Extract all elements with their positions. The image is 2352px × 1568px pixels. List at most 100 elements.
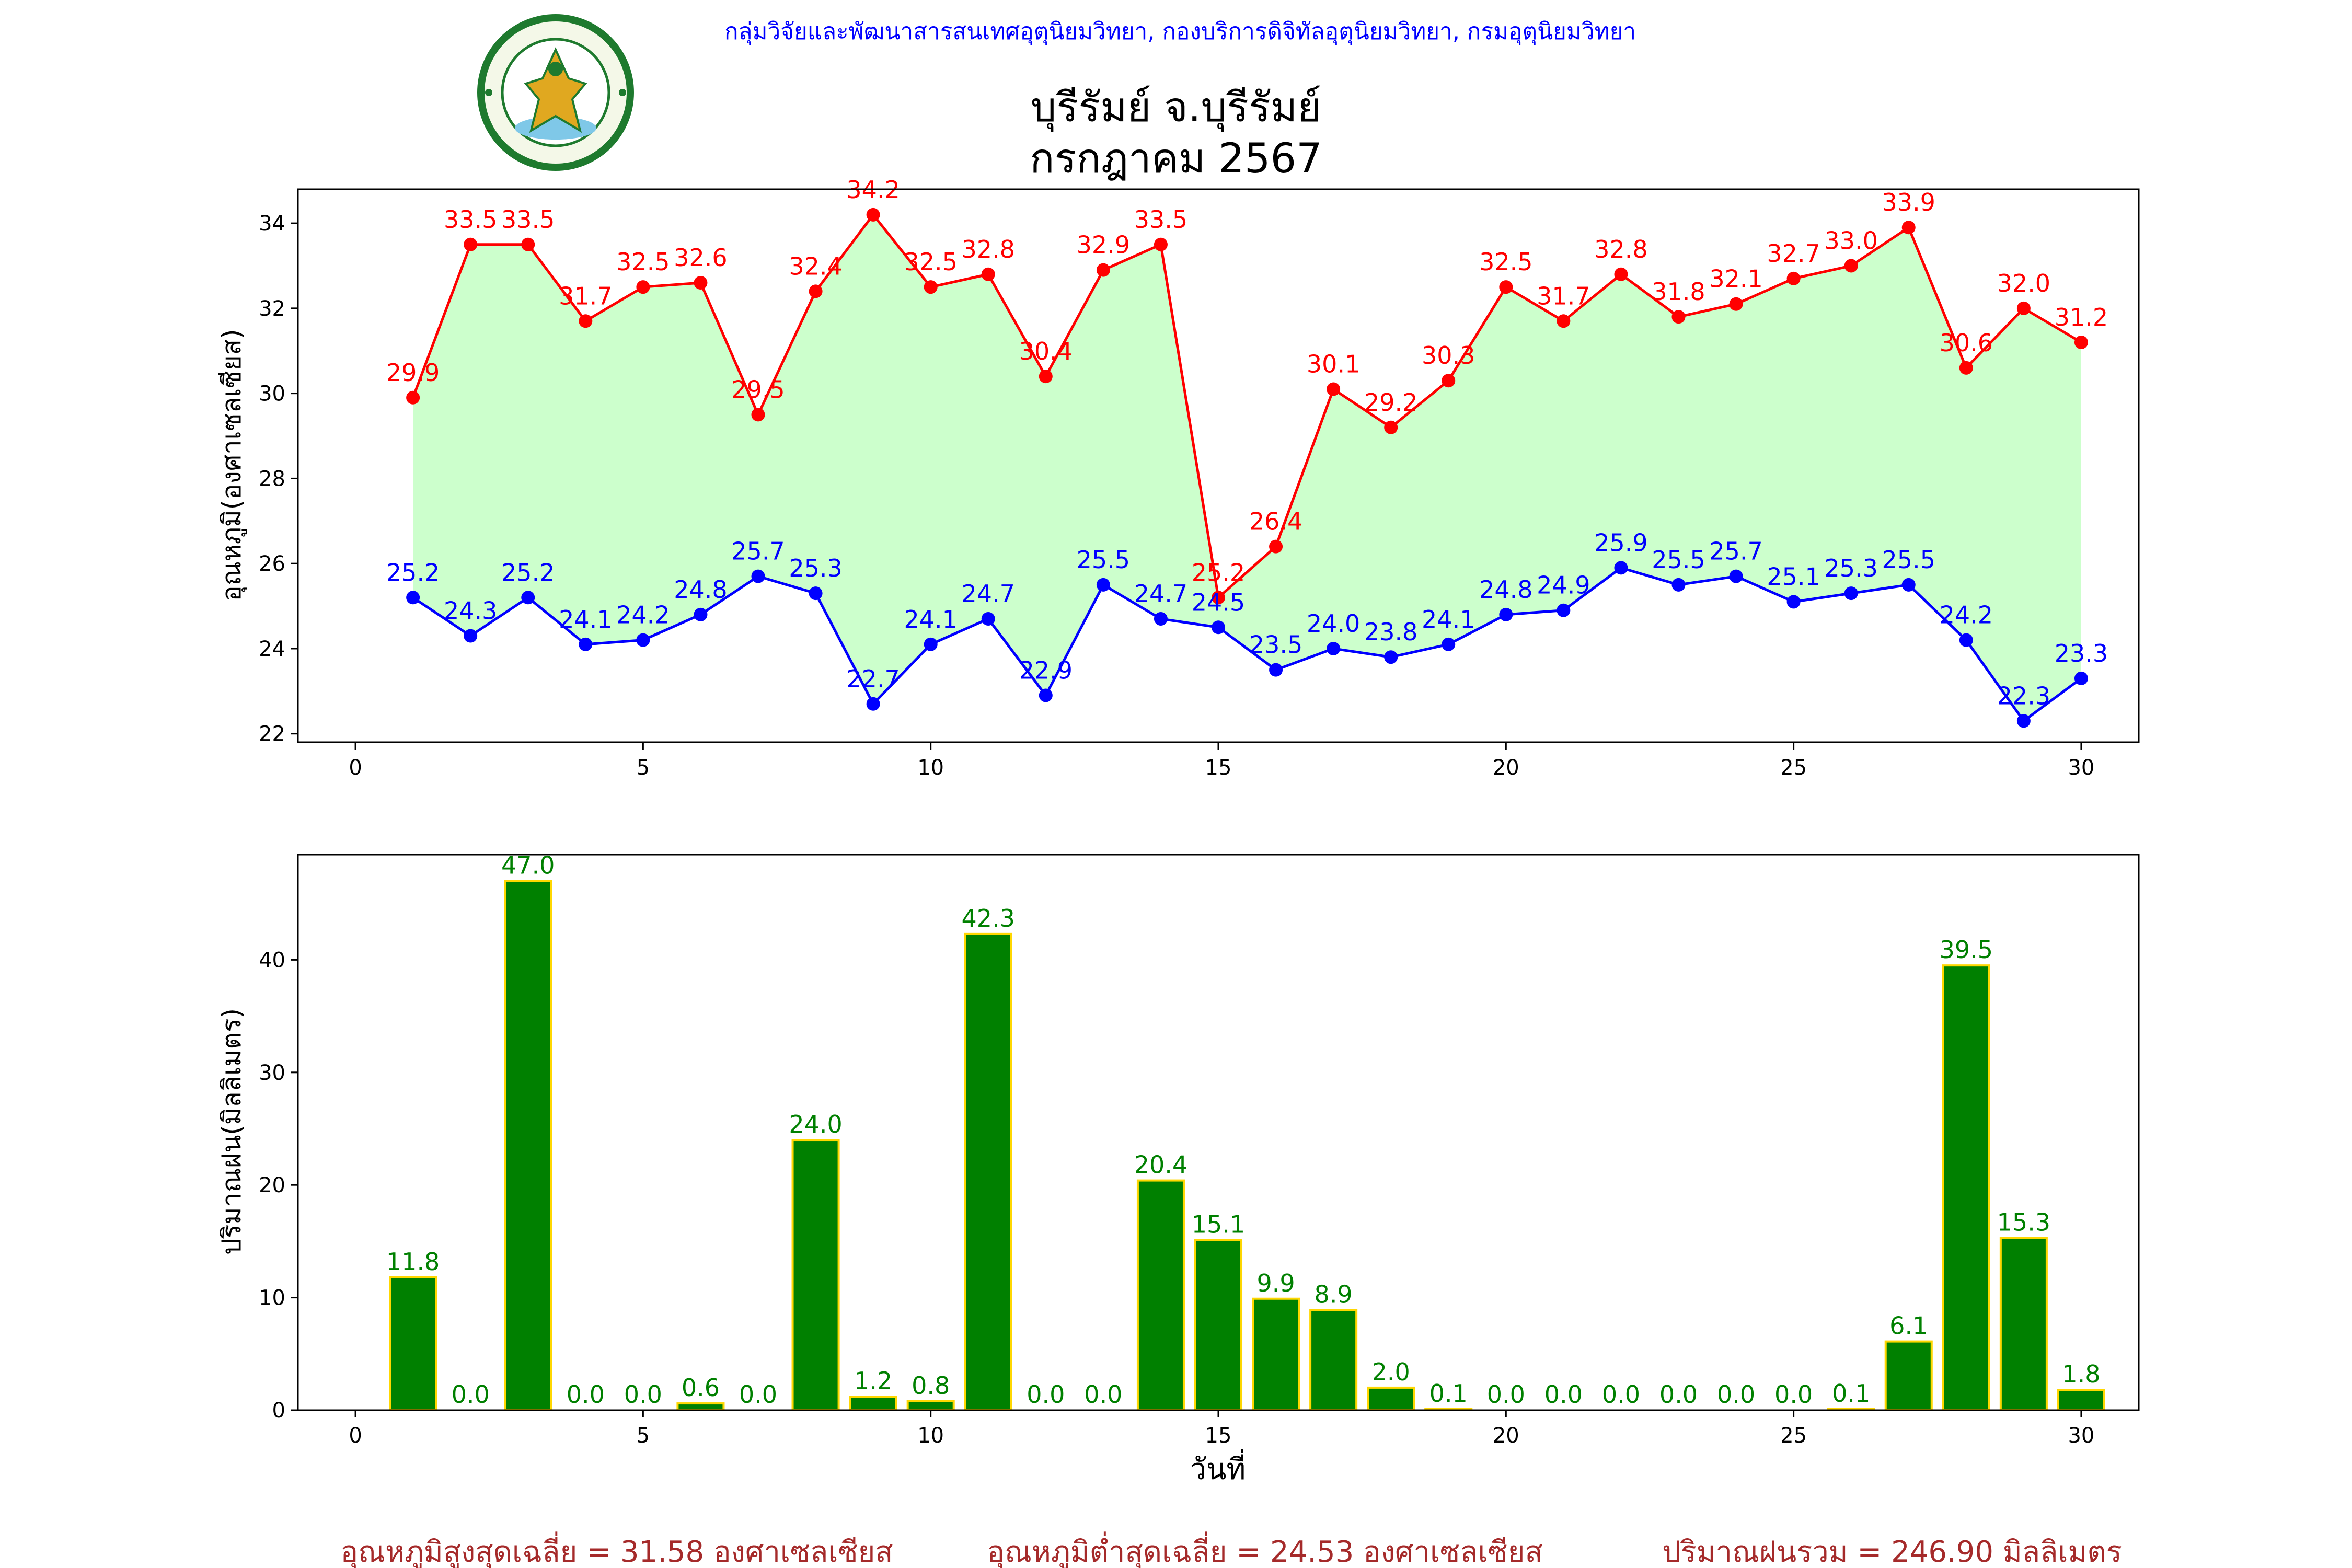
max-temperature-point — [1327, 382, 1341, 396]
rainfall-x-tick-label: 10 — [917, 1424, 944, 1448]
min-temperature-point — [1327, 641, 1341, 655]
min-temperature-point — [809, 586, 823, 601]
temperature-y-tick-label: 28 — [259, 467, 285, 491]
min-temperature-point — [464, 629, 478, 643]
max-temperature-label: 31.8 — [1652, 278, 1705, 306]
rainfall-bar — [1136, 1179, 1185, 1411]
max-temperature-point — [924, 280, 938, 294]
total-rainfall: ปริมาณฝนรวม = 246.90 มิลลิเมตร — [1662, 1535, 2122, 1568]
rainfall-label: 20.4 — [1134, 1151, 1187, 1179]
min-temperature-point — [1844, 586, 1858, 601]
max-temperature-point — [1269, 539, 1283, 554]
max-temperature-label: 32.5 — [616, 248, 670, 276]
max-temperature-point — [1671, 310, 1686, 324]
rainfall-bar — [2057, 1389, 2105, 1412]
average-min-temperature: อุณหภูมิต่ำสุดเฉลี่ย = 24.53 องศาเซลเซีย… — [987, 1531, 1542, 1568]
rainfall-label: 0.0 — [624, 1380, 662, 1409]
min-temperature-point — [1729, 569, 1743, 583]
max-temperature-point — [2016, 301, 2031, 315]
max-temperature-point — [1442, 374, 1456, 388]
max-temperature-point — [1959, 361, 1973, 375]
rainfall-label: 15.3 — [1997, 1208, 2050, 1236]
temperature-range-band — [413, 214, 2081, 721]
max-temperature-point — [1786, 271, 1801, 285]
max-temperature-point — [521, 237, 535, 251]
min-temperature-point — [1384, 650, 1398, 664]
rainfall-label: 15.1 — [1192, 1210, 1245, 1239]
max-temperature-point — [1557, 314, 1571, 328]
rainfall-x-tick-label: 20 — [1493, 1424, 1519, 1448]
min-temperature-label: 24.1 — [559, 605, 612, 633]
min-temperature-point — [2074, 671, 2088, 685]
rainfall-bar — [1942, 964, 1990, 1411]
min-temperature-label: 25.7 — [731, 537, 785, 566]
temperature-y-tick-label: 32 — [259, 297, 285, 321]
max-temperature-point — [1212, 591, 1225, 605]
rainfall-y-tick-label: 0 — [272, 1399, 285, 1423]
rainfall-label: 0.0 — [1602, 1380, 1640, 1409]
temperature-x-tick-label: 15 — [1205, 756, 1232, 780]
rainfall-label: 0.0 — [1717, 1380, 1755, 1409]
max-temperature-label: 33.5 — [1134, 205, 1187, 234]
max-temperature-point — [1154, 237, 1168, 251]
rainfall-label: 0.1 — [1429, 1379, 1468, 1408]
rainfall-y-tick-label: 30 — [259, 1061, 285, 1085]
min-temperature-line — [412, 566, 2082, 723]
max-temperature-label: 33.5 — [501, 205, 555, 234]
temperature-y-tick-label: 26 — [259, 552, 285, 576]
min-temperature-point — [636, 633, 650, 647]
min-temperature-label: 24.8 — [674, 575, 727, 604]
min-temperature-point — [521, 591, 535, 605]
min-temperature-point — [751, 569, 765, 583]
max-temperature-point — [2074, 335, 2088, 349]
temperature-x-tick-label: 0 — [349, 756, 362, 780]
rainfall-bar — [1194, 1239, 1243, 1411]
rainfall-label: 9.9 — [1256, 1269, 1295, 1297]
min-temperature-point — [694, 607, 708, 621]
rainfall-label: 0.0 — [452, 1380, 490, 1409]
min-temperature-point — [981, 612, 995, 626]
rainfall-label: 47.0 — [501, 851, 555, 880]
temperature-x-tick-label: 30 — [2068, 756, 2094, 780]
rainfall-bar — [1309, 1309, 1358, 1411]
max-temperature-point — [809, 284, 823, 298]
rainfall-label: 6.1 — [1889, 1312, 1928, 1340]
min-temperature-point — [1154, 612, 1168, 626]
rainfall-x-tick-label: 30 — [2068, 1424, 2094, 1448]
chart-title-month: กรกฎาคม 2567 — [1030, 135, 1322, 182]
rainfall-x-axis-label: วันที่ — [1190, 1449, 1246, 1486]
min-temperature-label: 22.3 — [1997, 682, 2050, 710]
min-temperature-point — [579, 637, 593, 651]
min-temperature-label: 24.8 — [1479, 575, 1532, 604]
temperature-plot-frame — [297, 188, 2140, 743]
rainfall-y-tick-label: 20 — [259, 1173, 285, 1197]
rainfall-label: 0.6 — [682, 1374, 720, 1402]
max-temperature-point — [1844, 259, 1858, 273]
min-temperature-label: 24.0 — [1307, 609, 1360, 638]
min-temperature-point — [1442, 637, 1456, 651]
max-temperature-label: 33.9 — [1882, 188, 1935, 216]
rainfall-y-tick-label: 10 — [259, 1286, 285, 1310]
rainfall-bar — [906, 1400, 955, 1412]
min-temperature-label: 24.2 — [1940, 601, 1993, 629]
min-temperature-label: 24.3 — [444, 597, 497, 625]
rainfall-chart: 0 5 10 15 20 25 30 0 10 20 30 40 11.8 0.0 47.0 0.0 0.0 0… — [216, 851, 2140, 1486]
max-temperature-point — [1384, 420, 1398, 434]
max-temperature-label: 32.1 — [1709, 265, 1762, 293]
max-temperature-label: 30.3 — [1422, 341, 1475, 370]
max-temperature-label: 31.2 — [2055, 303, 2108, 331]
min-temperature-label: 25.3 — [789, 554, 842, 582]
min-temperature-point — [1269, 663, 1283, 677]
rainfall-x-tick-label: 0 — [349, 1424, 362, 1448]
min-temperature-point — [866, 697, 880, 711]
min-temperature-label: 25.5 — [1652, 546, 1705, 574]
rainfall-plot-frame — [297, 854, 2140, 1411]
rainfall-label: 0.0 — [1487, 1380, 1525, 1409]
min-temperature-label: 23.3 — [2055, 639, 2108, 667]
min-temperature-label: 25.3 — [1824, 554, 1877, 582]
max-temperature-point — [1901, 221, 1916, 235]
rainfall-bar — [676, 1402, 725, 1411]
max-temperature-label: 33.5 — [444, 205, 497, 234]
rainfall-bar — [791, 1139, 840, 1412]
min-temperature-label: 22.7 — [846, 665, 900, 693]
